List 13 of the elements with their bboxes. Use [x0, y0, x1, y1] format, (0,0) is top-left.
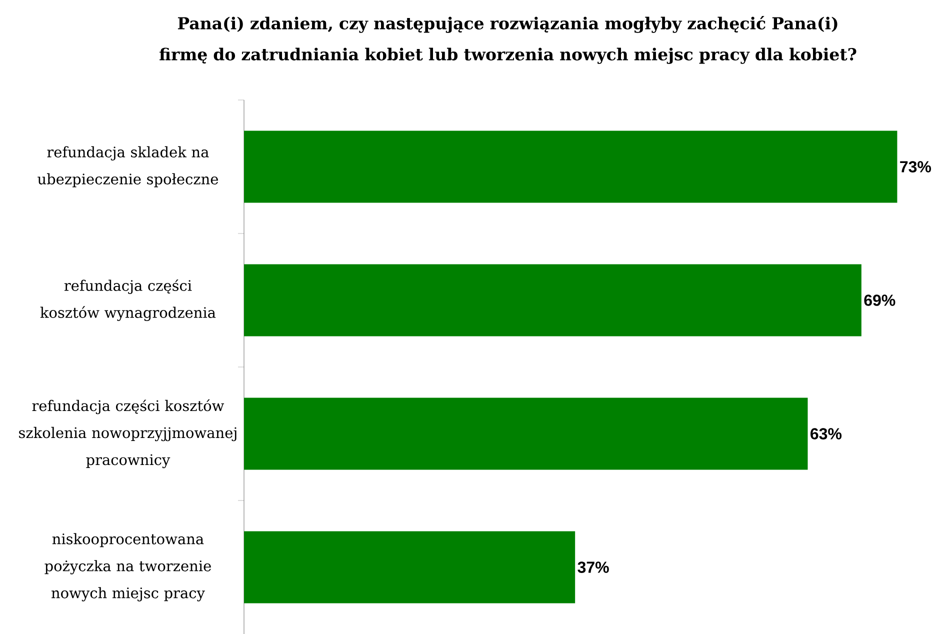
- bar: [244, 531, 576, 604]
- data-label: 73%: [900, 161, 932, 172]
- y-tick-label: refundacja skladek na ubezpieczenie społeczne: [38, 146, 218, 188]
- bar: [244, 398, 808, 470]
- data-label: 69%: [864, 294, 896, 306]
- bar: [244, 130, 898, 203]
- bar: [244, 264, 862, 336]
- y-tick-label: refundacja części kosztów wynagrodzenia: [40, 280, 216, 321]
- data-label: 37%: [578, 562, 609, 573]
- y-tick-label: refundacja części kosztów szkolenia nowoprzyjjmowanej pracownicy: [19, 399, 236, 468]
- chart-title: Pana(i) zdaniem, czy następujące rozwiązania mogłyby zachęcić Pana(i) firmę do zatrudniania kobiet lub tworzenia nowych miejsc pracy dla kobiet?: [160, 16, 856, 64]
- data-label: 63%: [810, 428, 842, 440]
- y-tick-label: niskooprocentowana pożyczka na tworzenie nowych miejsc pracy: [44, 533, 211, 602]
